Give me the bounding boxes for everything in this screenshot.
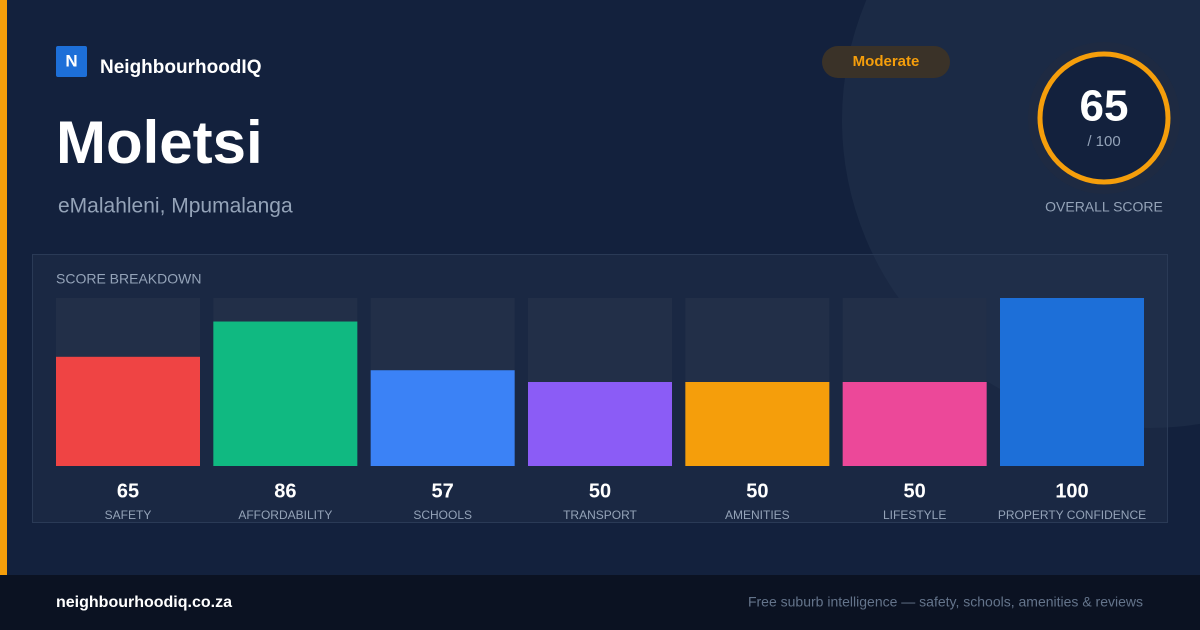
value-label: 50 xyxy=(589,480,611,502)
overall-label: OVERALL SCORE xyxy=(1045,199,1163,215)
value-label: 50 xyxy=(904,480,926,502)
bar xyxy=(528,382,672,466)
location: eMalahleni, Mpumalanga xyxy=(58,195,293,218)
bar xyxy=(56,356,200,466)
category-label: AFFORDABILITY xyxy=(238,508,332,522)
overall-score: 65 xyxy=(1080,82,1129,131)
chart-title: SCORE BREAKDOWN xyxy=(56,271,201,287)
bars: 65 SAFETY 86 AFFORDABILITY 57 SCHOOLS 50 TRANSP… xyxy=(56,298,1146,522)
value-label: 86 xyxy=(274,480,296,502)
footer-tagline: Free suburb intelligence — safety, schoo… xyxy=(748,594,1143,610)
value-label: 57 xyxy=(432,480,454,502)
category-label: SAFETY xyxy=(105,508,152,522)
bar xyxy=(685,382,830,466)
score-ring xyxy=(1037,51,1171,185)
category-label: PROPERTY CONFIDENCE xyxy=(998,508,1146,522)
bar xyxy=(213,321,358,466)
value-label: 100 xyxy=(1055,480,1088,502)
value-label: 50 xyxy=(746,480,768,502)
category-label: SCHOOLS xyxy=(413,508,472,522)
bar xyxy=(370,370,515,466)
category-label: TRANSPORT xyxy=(563,508,637,522)
accent-stripe xyxy=(0,0,7,575)
badge-text: Moderate xyxy=(853,53,920,70)
suburb-title: Moletsi xyxy=(56,109,263,176)
logo xyxy=(56,46,87,77)
category-label: AMENITIES xyxy=(725,508,790,522)
category-label: LIFESTYLE xyxy=(883,508,946,522)
footer-site: neighbourhoodiq.co.za xyxy=(56,594,232,611)
value-label: 65 xyxy=(117,480,139,502)
logo-letter: N xyxy=(65,51,77,70)
footer xyxy=(0,575,1200,630)
bar xyxy=(1000,298,1144,466)
bar xyxy=(842,382,987,466)
badge xyxy=(822,46,950,78)
brand-name: NeighbourhoodIQ xyxy=(100,57,261,78)
overall-max: / 100 xyxy=(1087,133,1120,150)
